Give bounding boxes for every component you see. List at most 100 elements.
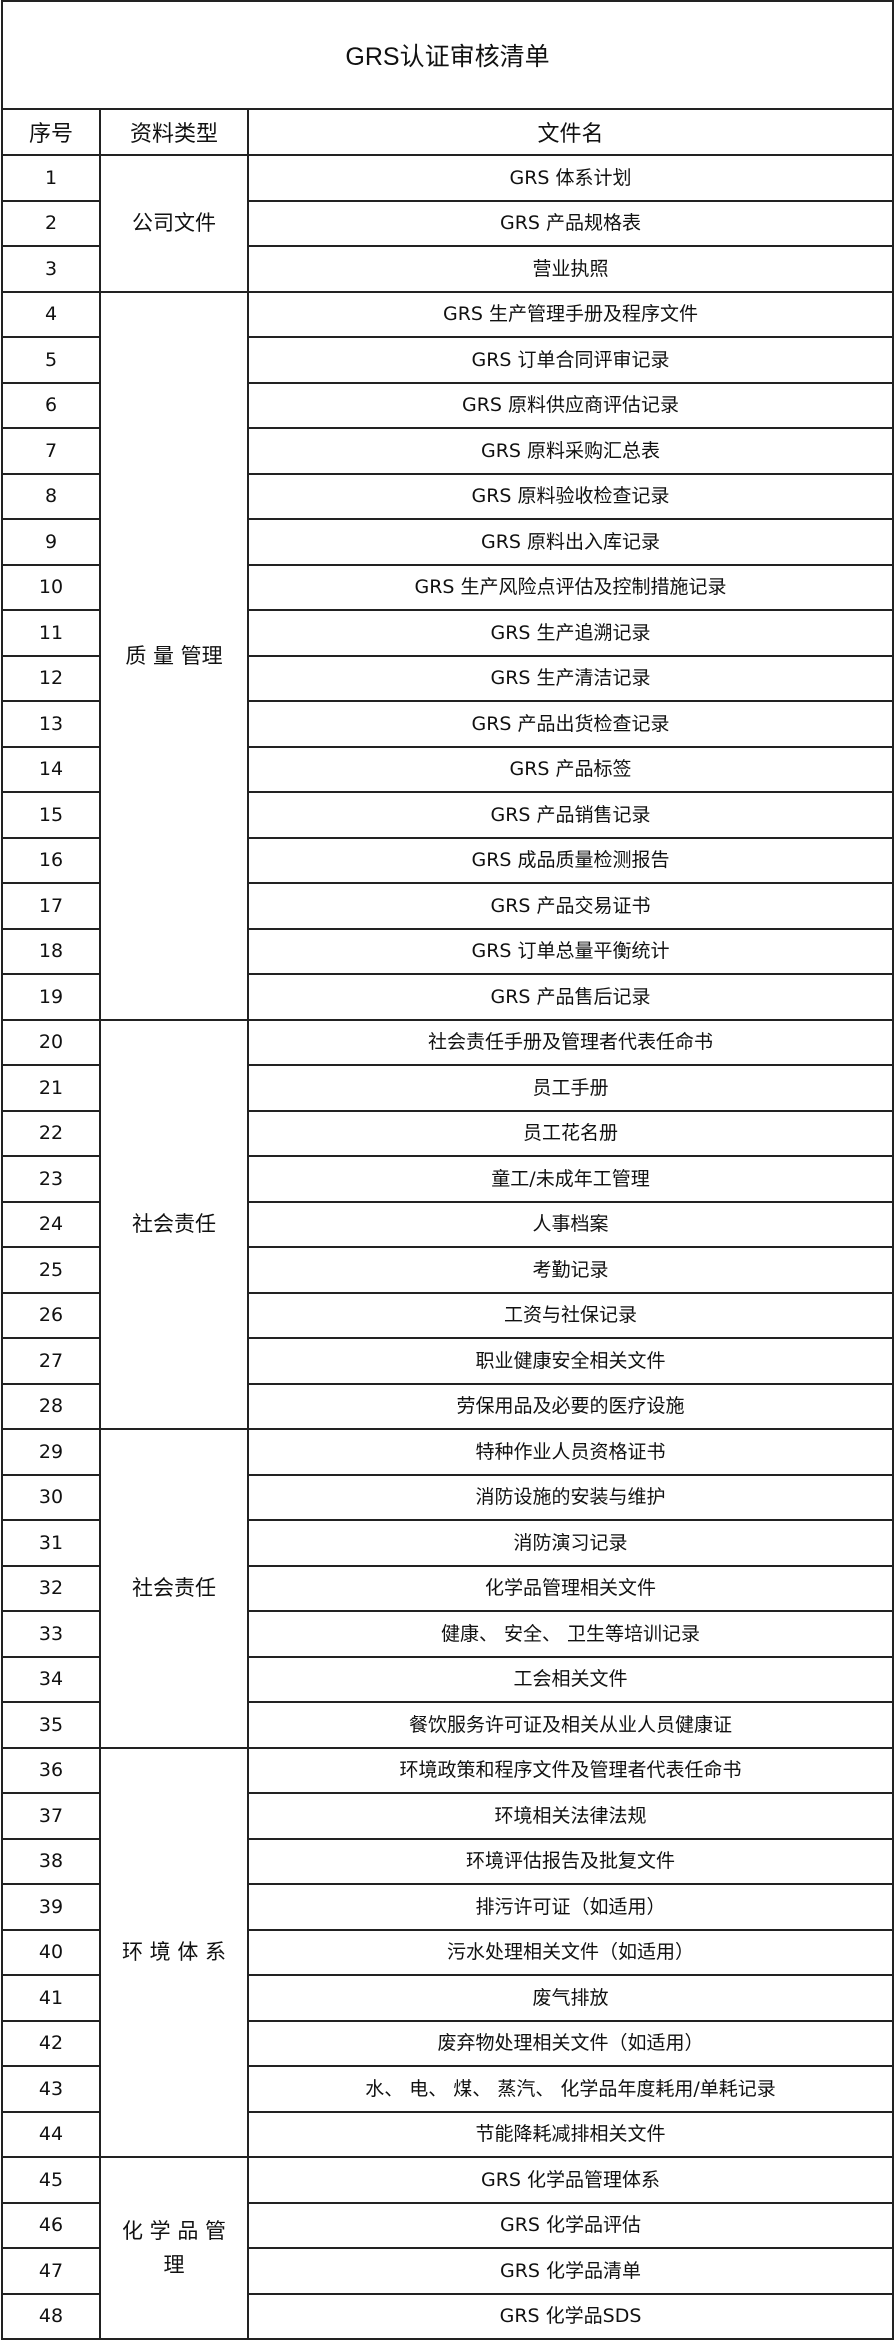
row-number: 29	[1, 1428, 101, 1476]
filename-cell: 化学品管理相关文件	[247, 1564, 894, 1612]
filename-cell: GRS 化学品评估	[247, 2201, 894, 2249]
row-number: 17	[1, 882, 101, 930]
table-row: 25 考勤记录	[1, 1246, 894, 1294]
table-title: GRS认证审核清单	[1, 0, 894, 110]
filename-text: GRS 产品标签	[509, 758, 632, 781]
filename-text: GRS 生产清洁记录	[490, 667, 651, 690]
filename-text: 童工/未成年工管理	[491, 1167, 650, 1190]
filename-cell: 特种作业人员资格证书	[247, 1428, 894, 1476]
table-row: 11 GRS 生产追溯记录	[1, 609, 894, 657]
table-row: 29 社会责任 特种作业人员资格证书	[1, 1428, 894, 1749]
filename-text: GRS 化学品SDS	[499, 2305, 642, 2328]
filename-text: 职业健康安全相关文件	[475, 1349, 666, 1372]
table-row: 45 化 学 品 管 理 GRS 化学品管理体系	[1, 2156, 894, 2340]
table-row: 6 GRS 原料供应商评估记录	[1, 381, 894, 429]
row-number: 3	[1, 245, 101, 293]
filename-cell: GRS 成品质量检测报告	[247, 836, 894, 884]
filename-cell: GRS 生产清洁记录	[247, 654, 894, 702]
table-row: 19 GRS 产品售后记录	[1, 973, 894, 1021]
filename-cell: GRS 产品销售记录	[247, 791, 894, 839]
filename-text: 环境相关法律法规	[494, 1804, 647, 1827]
filename-cell: 人事档案	[247, 1200, 894, 1248]
header-row: 序号 资料类型 文件名	[1, 108, 894, 156]
table-row: 13 GRS 产品出货检查记录	[1, 700, 894, 748]
filename-text: GRS 原料出入库记录	[480, 530, 661, 553]
filename-text: 消防演习记录	[513, 1531, 628, 1554]
filename-text: GRS 化学品清单	[499, 2259, 642, 2282]
table-row: 32 化学品管理相关文件	[1, 1564, 894, 1612]
table-row: 23 童工/未成年工管理	[1, 1155, 894, 1203]
filename-cell: 员工花名册	[247, 1109, 894, 1157]
row-number: 14	[1, 745, 101, 793]
filename-cell: GRS 化学品清单	[247, 2247, 894, 2295]
filename-cell: 营业执照	[247, 245, 894, 293]
filename-text: 排污许可证（如适用）	[475, 1895, 666, 1918]
filename-text: 员工花名册	[522, 1122, 618, 1145]
row-number: 32	[1, 1564, 101, 1612]
table-row: 3 营业执照	[1, 245, 894, 293]
table-row: 17 GRS 产品交易证书	[1, 882, 894, 930]
filename-text: 营业执照	[532, 257, 609, 280]
filename-text: GRS 生产风险点评估及控制措施记录	[414, 576, 727, 599]
table-row: 30 消防设施的安装与维护	[1, 1473, 894, 1521]
filename-text: GRS 产品出货检查记录	[471, 712, 670, 735]
row-number: 31	[1, 1519, 101, 1567]
row-number: 23	[1, 1155, 101, 1203]
table-row: 27 职业健康安全相关文件	[1, 1337, 894, 1385]
row-number: 26	[1, 1291, 101, 1339]
filename-text: 餐饮服务许可证及相关从业人员健康证	[408, 1713, 732, 1736]
filename-cell: GRS 生产风险点评估及控制措施记录	[247, 563, 894, 611]
row-number: 8	[1, 472, 101, 520]
table-row: 35 餐饮服务许可证及相关从业人员健康证	[1, 1701, 894, 1749]
table-row: 21 员工手册	[1, 1064, 894, 1112]
filename-text: 节能降耗减排相关文件	[475, 2123, 666, 2146]
row-number: 39	[1, 1883, 101, 1931]
row-number: 47	[1, 2247, 101, 2295]
filename-text: 污水处理相关文件（如适用）	[446, 1941, 694, 1964]
filename-text: 员工手册	[532, 1076, 609, 1099]
filename-text: 考勤记录	[532, 1258, 609, 1281]
filename-cell: GRS 订单总量平衡统计	[247, 927, 894, 975]
row-number: 2	[1, 199, 101, 247]
row-number: 5	[1, 336, 101, 384]
row-number: 36	[1, 1746, 101, 1794]
header-no: 序号	[1, 108, 101, 156]
filename-text: 人事档案	[532, 1213, 609, 1236]
table-row: 9 GRS 原料出入库记录	[1, 518, 894, 566]
filename-cell: 工资与社保记录	[247, 1291, 894, 1339]
filename-cell: 环境政策和程序文件及管理者代表任命书	[247, 1746, 894, 1794]
table-row: 22 员工花名册	[1, 1109, 894, 1157]
filename-text: GRS 生产追溯记录	[490, 621, 651, 644]
row-number: 30	[1, 1473, 101, 1521]
filename-text: 化学品管理相关文件	[484, 1577, 656, 1600]
row-number: 24	[1, 1200, 101, 1248]
header-filename: 文件名	[247, 108, 894, 156]
row-number: 13	[1, 700, 101, 748]
table-row: 38 环境评估报告及批复文件	[1, 1837, 894, 1885]
filename-cell: GRS 化学品管理体系	[247, 2156, 894, 2204]
table-row: 42 废弃物处理相关文件（如适用）	[1, 2019, 894, 2067]
filename-cell: 员工手册	[247, 1064, 894, 1112]
table-row: 15 GRS 产品销售记录	[1, 791, 894, 839]
row-number: 11	[1, 609, 101, 657]
row-number: 41	[1, 1974, 101, 2022]
filename-cell: GRS 化学品SDS	[247, 2292, 894, 2340]
filename-text: 环境评估报告及批复文件	[465, 1850, 675, 1873]
filename-cell: 消防演习记录	[247, 1519, 894, 1567]
filename-cell: 童工/未成年工管理	[247, 1155, 894, 1203]
filename-cell: 环境相关法律法规	[247, 1792, 894, 1840]
filename-text: GRS 原料采购汇总表	[480, 439, 661, 462]
filename-cell: GRS 原料验收检查记录	[247, 472, 894, 520]
filename-cell: GRS 原料采购汇总表	[247, 427, 894, 475]
table-row: 40 污水处理相关文件（如适用）	[1, 1928, 894, 1976]
table-row: 24 人事档案	[1, 1200, 894, 1248]
row-number: 20	[1, 1018, 101, 1066]
category-cell: 环 境 体 系	[99, 1746, 249, 2158]
filename-cell: GRS 产品出货检查记录	[247, 700, 894, 748]
row-number: 37	[1, 1792, 101, 1840]
row-number: 1	[1, 154, 101, 202]
table-row: 8 GRS 原料验收检查记录	[1, 472, 894, 520]
filename-cell: GRS 产品交易证书	[247, 882, 894, 930]
filename-cell: 健康、 安全、 卫生等培训记录	[247, 1610, 894, 1658]
